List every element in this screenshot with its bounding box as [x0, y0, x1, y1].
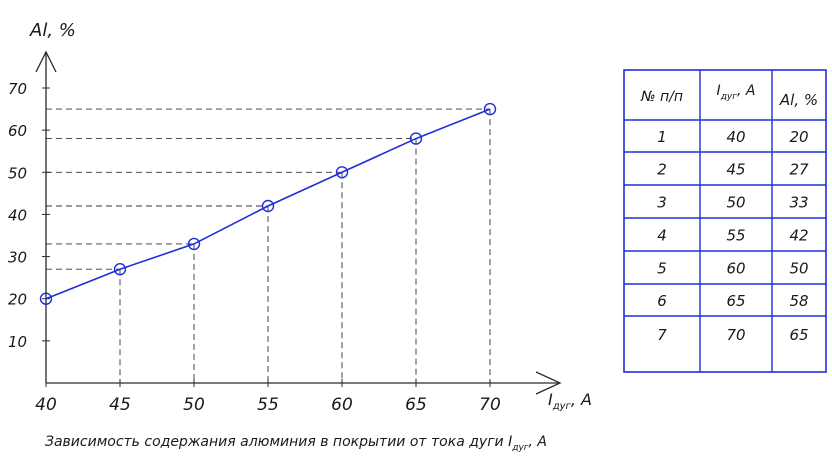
- table-cell: 1: [657, 128, 667, 146]
- table-cell: 55: [726, 227, 745, 245]
- caption-main: Зависимость содержания алюминия в покрыт…: [45, 434, 512, 450]
- table-cell: 65: [726, 292, 745, 310]
- table-cell: 33: [789, 194, 808, 212]
- table-cell: 5: [657, 260, 667, 278]
- x-tick-label: 45: [109, 395, 131, 415]
- data-point: [335, 166, 349, 179]
- x-axis-label-sub: дуг: [552, 401, 572, 412]
- table-cell: 20: [789, 128, 808, 146]
- y-axis-label: Al, %: [29, 20, 76, 41]
- y-tick-label: 30: [8, 249, 27, 267]
- data-point: [187, 237, 201, 251]
- x-tick-label: 40: [35, 395, 57, 415]
- table-cell: 45: [726, 161, 745, 179]
- x-tick-label: 55: [257, 395, 279, 415]
- x-axis-arrow: [535, 371, 562, 395]
- table-header-cell: Iдуг, A: [717, 83, 756, 102]
- x-axis-label: Iдуг, A: [548, 390, 592, 412]
- x-tick-label: 50: [183, 395, 205, 415]
- x-tick-label: 70: [479, 395, 501, 415]
- data-point: [261, 199, 275, 213]
- data-point: [113, 263, 127, 276]
- axes: [35, 50, 562, 395]
- table-cell: 50: [726, 194, 745, 212]
- table-cell: 27: [789, 161, 809, 179]
- y-tick-label: 70: [8, 80, 27, 98]
- series-line: [45, 108, 491, 300]
- series-group: [39, 102, 497, 305]
- x-axis-label-unit: , A: [571, 390, 592, 409]
- table-border: [623, 69, 827, 373]
- ticks: 10 20 30 40 50 60 70 40 45 50 55 60 65 70: [8, 80, 501, 415]
- caption-unit: , A: [529, 434, 547, 450]
- table-cell: 40: [726, 128, 745, 146]
- table-header-cell: № п/п: [640, 89, 683, 105]
- y-tick-label: 40: [8, 206, 27, 224]
- data-point: [483, 102, 497, 116]
- table-cell: 58: [789, 292, 808, 310]
- table-cell: 4: [657, 227, 667, 245]
- y-tick-label: 60: [8, 122, 27, 140]
- table-cell: 3: [657, 194, 667, 212]
- table-cell: 42: [789, 227, 808, 245]
- caption-sub: дуг: [511, 443, 529, 453]
- data-point: [39, 292, 53, 305]
- table-cell: 60: [726, 260, 745, 278]
- y-tick-label: 10: [8, 333, 27, 351]
- x-axis-label-main: I: [548, 390, 553, 409]
- table-cell: 7: [657, 326, 667, 344]
- table-cell: 6: [657, 292, 667, 310]
- x-tick-label: 65: [405, 395, 427, 415]
- data-table: № п/п Iдуг, A Al, % 1 40 20 2 45 27 3 50 33 4 55 42 5 60…: [623, 69, 827, 373]
- table-cell: 70: [726, 326, 745, 344]
- y-axis-arrow: [35, 50, 57, 73]
- x-tick-label: 60: [331, 395, 353, 415]
- table-header-cell: Al, %: [779, 91, 818, 109]
- y-tick-label: 20: [8, 291, 27, 309]
- guide-lines: [46, 108, 491, 383]
- table-cell: 2: [657, 161, 667, 179]
- data-point: [409, 132, 423, 145]
- chart-caption: Зависимость содержания алюминия в покрыт…: [45, 434, 547, 453]
- table-cell: 50: [789, 260, 808, 278]
- y-tick-label: 50: [8, 164, 27, 182]
- table-cell: 65: [789, 326, 808, 344]
